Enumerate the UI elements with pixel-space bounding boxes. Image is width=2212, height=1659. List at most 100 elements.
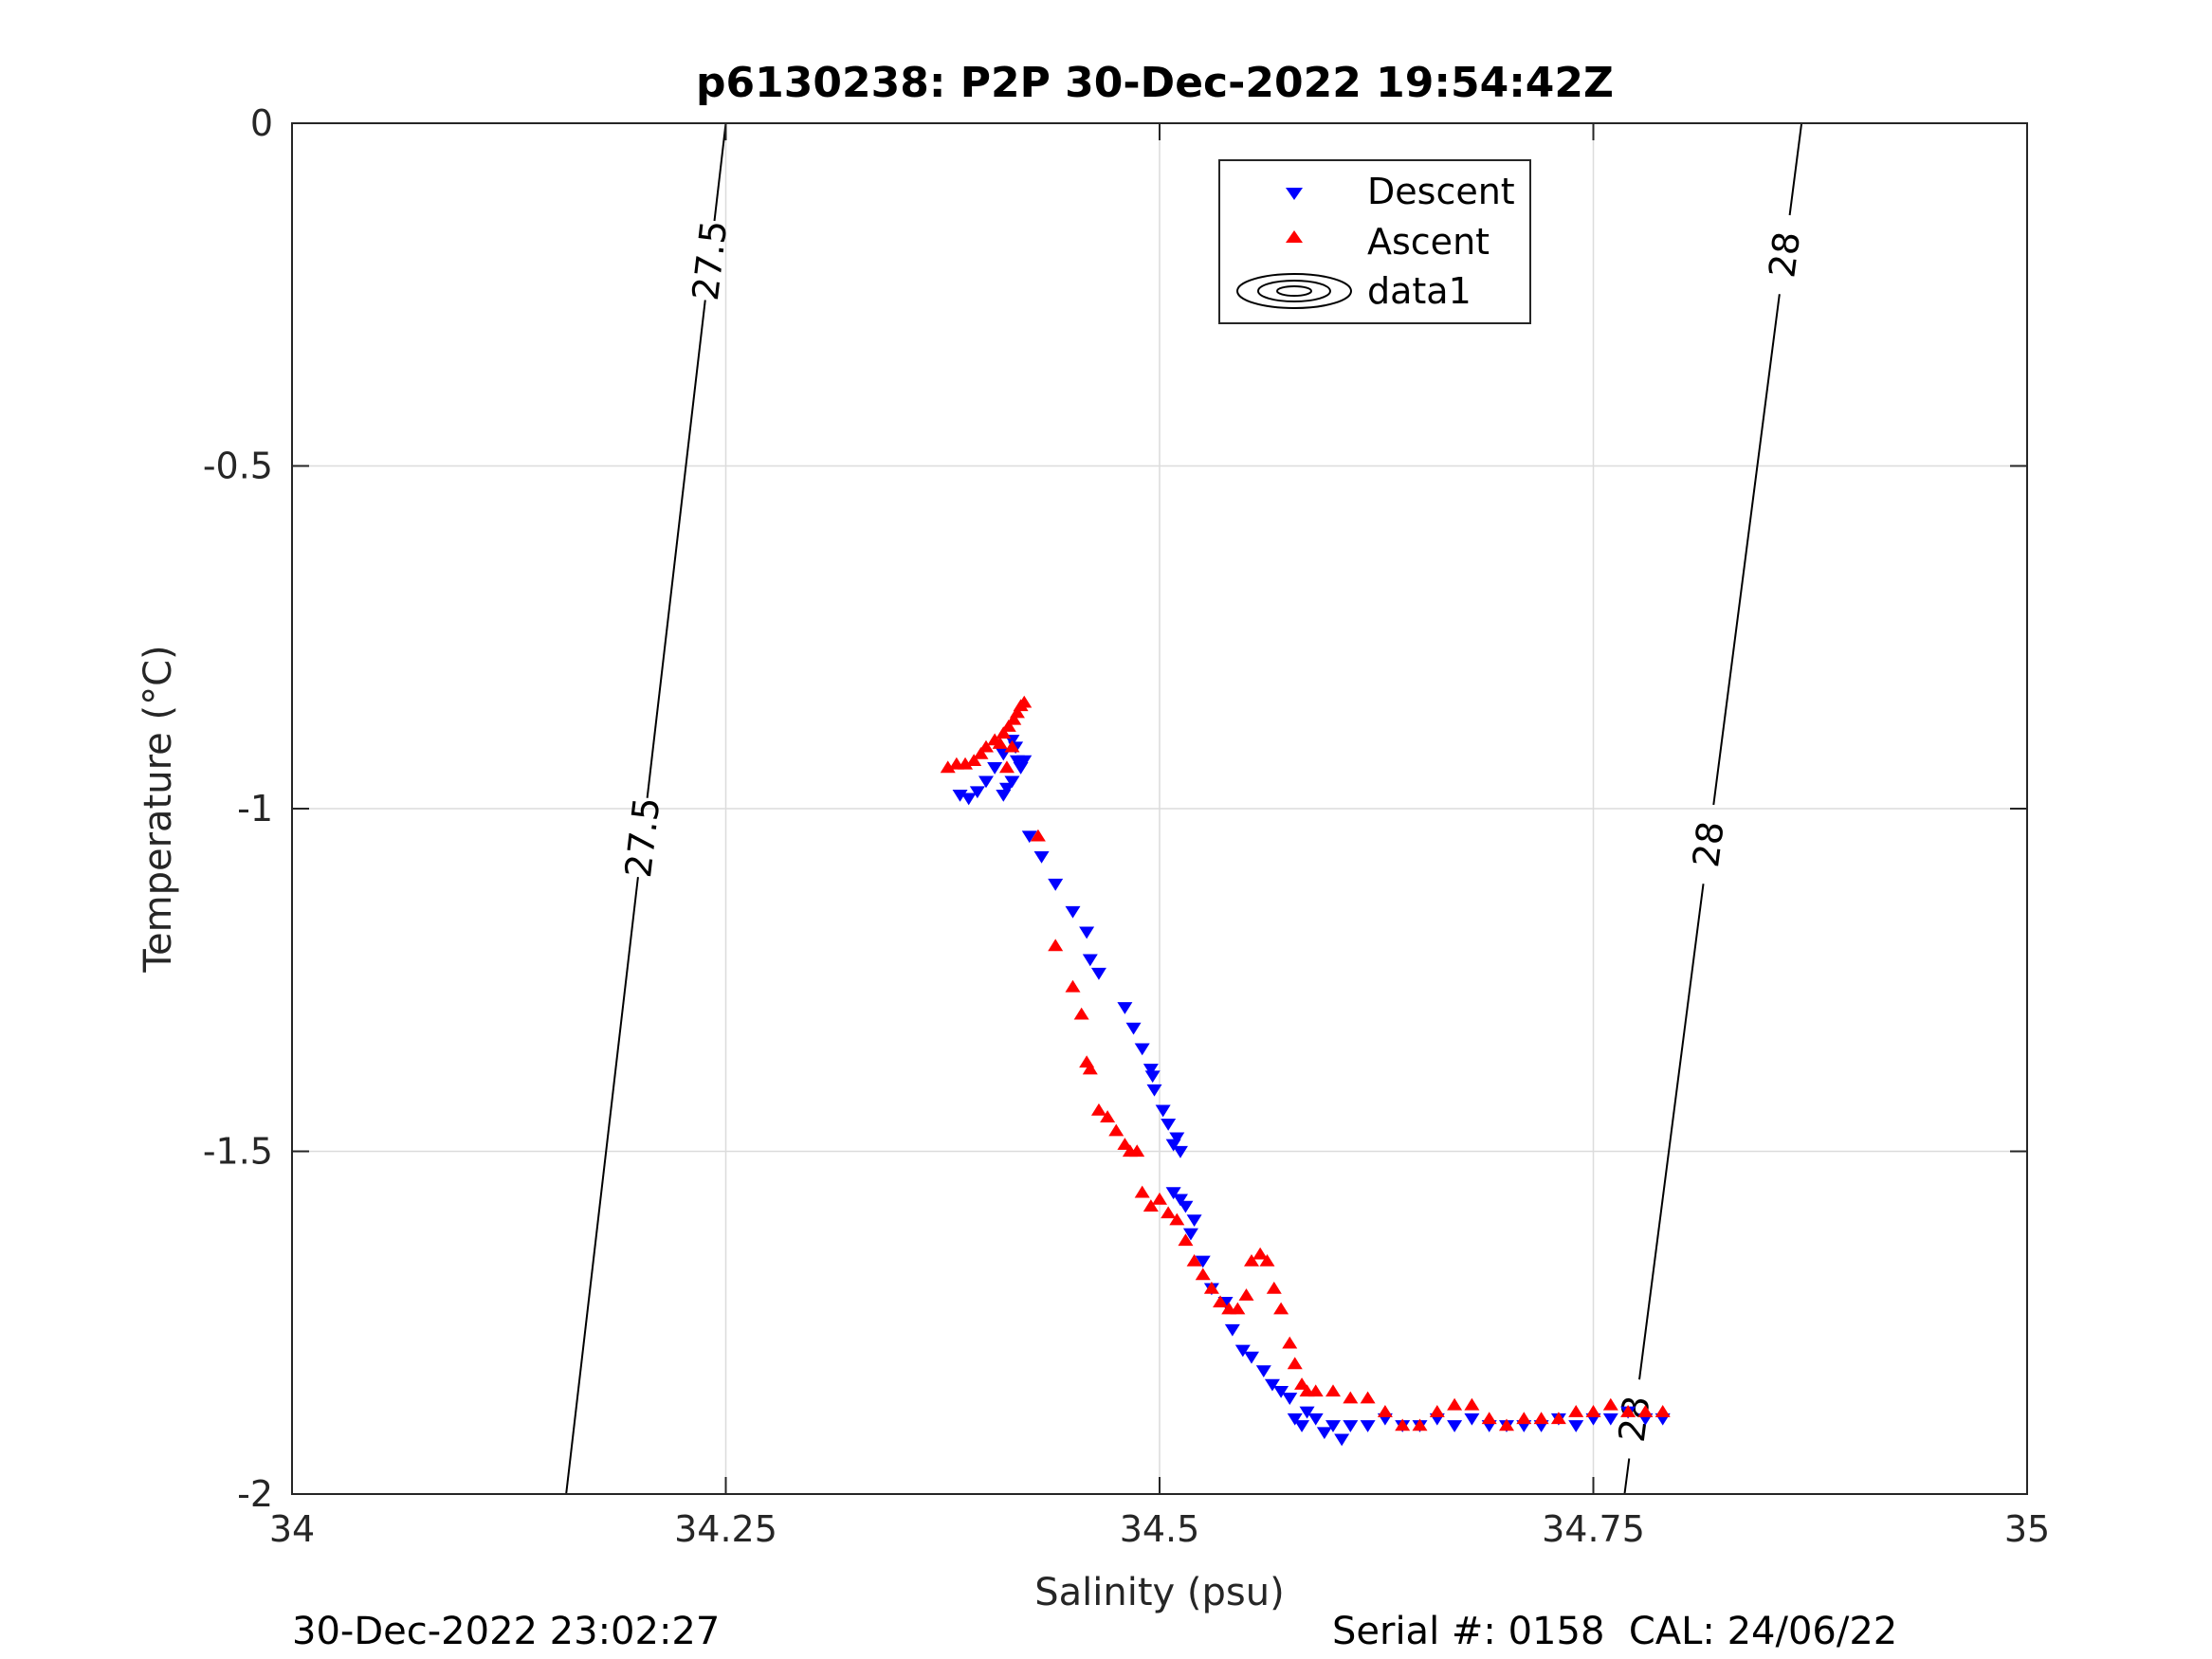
- ascent-point: [1568, 1405, 1584, 1417]
- ascent-point: [940, 760, 956, 774]
- ascent-point: [973, 746, 989, 759]
- ascent-point: [1006, 712, 1022, 725]
- descent-point: [1325, 1420, 1341, 1432]
- ascent-point: [1412, 1418, 1428, 1431]
- ascent-point: [1252, 1247, 1269, 1260]
- descent-point: [1165, 1187, 1181, 1200]
- y-tick-label: -2: [237, 1473, 273, 1515]
- descent-point: [1144, 1070, 1161, 1084]
- descent-point: [1090, 967, 1106, 980]
- y-tick-label: 0: [250, 102, 273, 144]
- descent-point: [996, 789, 1012, 802]
- contour-line: [1623, 1458, 1631, 1495]
- descent-point: [1234, 1344, 1251, 1358]
- ascent-point: [966, 754, 982, 766]
- descent-point: [952, 789, 968, 802]
- ascent-point: [1203, 1281, 1219, 1294]
- ascent-point: [1169, 1212, 1185, 1226]
- descent-point: [1172, 1145, 1188, 1158]
- ascent-point: [1213, 1295, 1229, 1308]
- descent-point: [998, 782, 1015, 795]
- contour-label: 28: [1761, 229, 1808, 281]
- ascent-point: [1266, 1281, 1282, 1294]
- contour-line: [713, 122, 727, 222]
- axes: 34 34.25 34.5 34.75 35 0 -0.5 -1 -1.5 -2: [203, 102, 2050, 1550]
- descent-point: [1143, 1064, 1159, 1076]
- x-tick-label: 34.75: [1542, 1508, 1645, 1550]
- legend-descent-marker: [1286, 188, 1303, 200]
- legend-ascent-marker: [1286, 230, 1303, 243]
- ascent-point: [1108, 1123, 1124, 1137]
- descent-point: [1004, 775, 1020, 789]
- contour-line: [1788, 122, 1803, 216]
- legend-box: [1218, 159, 1531, 324]
- ascent-point: [998, 760, 1015, 774]
- ascent-point: [1499, 1418, 1514, 1431]
- descent-point: [1307, 1413, 1324, 1426]
- ascent-point: [1533, 1412, 1549, 1425]
- x-axis-label: Salinity (psu): [1034, 1571, 1284, 1614]
- ascent-point: [1073, 1007, 1089, 1020]
- ascent-point: [1090, 1103, 1106, 1116]
- descent-point: [1602, 1413, 1618, 1426]
- ascent-point: [1282, 1336, 1298, 1349]
- ascent-point: [1238, 1288, 1254, 1301]
- ascent-point: [1082, 1062, 1098, 1075]
- descent-point: [1161, 1118, 1177, 1131]
- ascent-point: [996, 726, 1012, 739]
- ascent-point: [1481, 1412, 1497, 1425]
- x-tick-label: 35: [2004, 1508, 2050, 1550]
- descent-point: [1186, 1214, 1202, 1227]
- descent-point: [1021, 830, 1037, 844]
- descent-point: [1117, 1002, 1133, 1014]
- ascent-point: [1620, 1405, 1636, 1417]
- ascent-point: [1395, 1418, 1411, 1431]
- descent-point: [1464, 1413, 1480, 1426]
- descent-point: [1134, 1043, 1150, 1056]
- descent-point: [1360, 1420, 1376, 1432]
- ascent-point: [978, 739, 994, 753]
- descent-point: [1182, 1228, 1198, 1241]
- y-axis-label: Temperature (°C): [137, 645, 180, 973]
- ascent-point: [1307, 1384, 1324, 1397]
- ascent-point: [1134, 1185, 1150, 1198]
- contour-label: 28: [1611, 1394, 1658, 1445]
- descent-point: [1169, 1132, 1185, 1145]
- descent-point: [1155, 1104, 1171, 1118]
- ascent-point: [1602, 1397, 1618, 1411]
- footer-timestamp: 30-Dec-2022 23:02:27: [292, 1610, 721, 1653]
- contour-label: 27.5: [685, 218, 735, 302]
- legend-descent-label: Descent: [1367, 171, 1515, 212]
- ascent-point: [1178, 1233, 1194, 1247]
- ascent-point: [1004, 739, 1020, 753]
- y-tick-label: -1: [237, 788, 273, 830]
- ascent-point: [958, 757, 974, 770]
- ascent-point: [1230, 1302, 1246, 1315]
- descent-point: [1447, 1420, 1463, 1432]
- ascent-point: [1287, 1357, 1303, 1370]
- series-descent: [952, 735, 1671, 1447]
- ascent-point: [992, 737, 1008, 749]
- ascent-point: [1259, 1253, 1275, 1267]
- descent-point: [1195, 1255, 1211, 1268]
- descent-point: [1334, 1433, 1350, 1447]
- ascent-point: [1129, 1144, 1145, 1158]
- descent-point: [1125, 1022, 1142, 1035]
- descent-point: [1294, 1420, 1310, 1432]
- ascent-point: [1294, 1377, 1310, 1390]
- x-tick-label: 34.25: [674, 1508, 777, 1550]
- descent-point: [1299, 1406, 1315, 1419]
- descent-point: [1282, 1393, 1298, 1405]
- descent-point: [1172, 1194, 1188, 1207]
- data-series: [940, 695, 1671, 1447]
- ascent-point: [1000, 720, 1016, 732]
- descent-point: [969, 786, 985, 799]
- ascent-point: [1195, 1267, 1211, 1281]
- ascent-point: [1516, 1412, 1532, 1425]
- ascent-point: [1273, 1302, 1289, 1315]
- ascent-point: [1065, 979, 1081, 993]
- ascent-point: [1152, 1192, 1167, 1205]
- descent-point: [1016, 755, 1033, 768]
- ascent-point: [1637, 1405, 1654, 1417]
